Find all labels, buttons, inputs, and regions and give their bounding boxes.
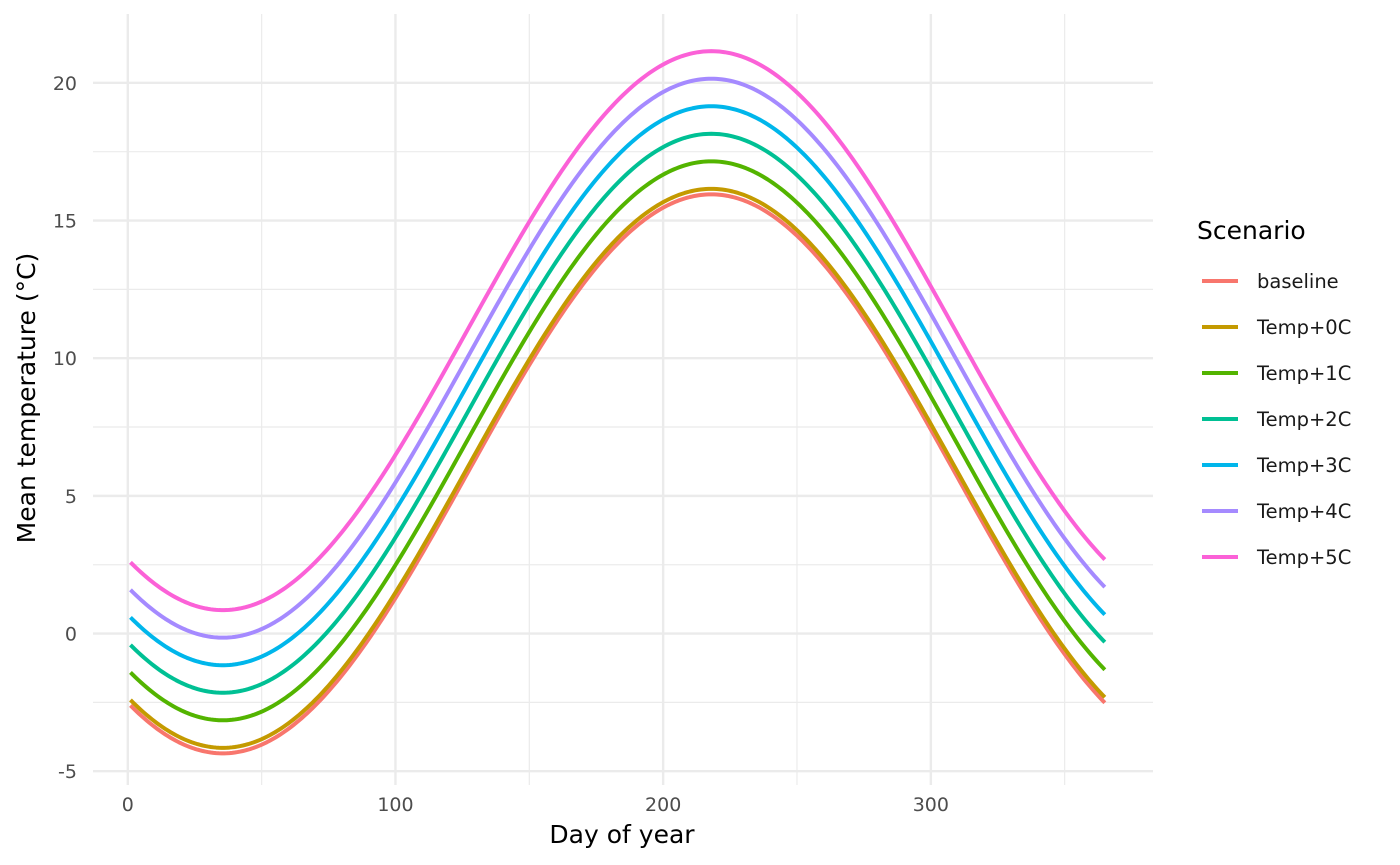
x-tick-labels: 0 100 200 300 [122, 794, 949, 816]
legend-label: Temp+2C [1256, 408, 1351, 431]
y-tick-label: 10 [53, 348, 77, 370]
x-tick-label: 100 [377, 794, 413, 816]
x-tick-label: 200 [645, 794, 681, 816]
y-tick-labels: -5 0 5 10 15 20 [53, 73, 77, 783]
y-tick-label: 20 [53, 73, 77, 95]
legend-label: Temp+5C [1256, 546, 1351, 569]
series-line-temp-1c [129, 159, 1107, 723]
legend-label: Temp+3C [1256, 454, 1351, 477]
y-tick-label: -5 [58, 761, 77, 783]
y-axis-title: Mean temperature (°C) [12, 253, 41, 544]
x-tick-label: 300 [913, 794, 949, 816]
x-axis-title: Day of year [549, 820, 695, 849]
y-tick-label: 5 [65, 486, 77, 508]
y-tick-label: 15 [53, 211, 77, 233]
series-lines [129, 49, 1107, 756]
series-line-temp-4c [129, 76, 1107, 640]
y-tick-label: 0 [65, 624, 77, 646]
series-line-temp-0c [129, 186, 1107, 750]
series-line-temp-5c [129, 49, 1107, 613]
series-line-temp-3c [129, 104, 1107, 668]
x-tick-label: 0 [122, 794, 134, 816]
legend-label: Temp+1C [1256, 362, 1351, 385]
legend-items: baseline Temp+0C Temp+1C Temp+2C Temp+3C Temp… [1202, 270, 1351, 569]
legend-label: Temp+4C [1256, 500, 1351, 523]
series-line-baseline [129, 192, 1107, 756]
legend-title: Scenario [1197, 216, 1306, 245]
series-line-temp-2c [129, 131, 1107, 695]
legend: Scenario baseline Temp+0C Temp+1C Temp+2C Te… [1197, 216, 1351, 569]
legend-label: baseline [1257, 270, 1339, 293]
legend-label: Temp+0C [1256, 316, 1351, 339]
